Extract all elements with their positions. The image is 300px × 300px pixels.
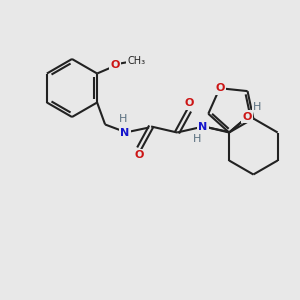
Text: O: O — [134, 151, 144, 160]
Text: N: N — [199, 122, 208, 131]
Text: N: N — [121, 128, 130, 137]
Text: CH₃: CH₃ — [127, 56, 145, 65]
Text: O: O — [242, 112, 252, 122]
Text: H: H — [193, 134, 201, 145]
Text: O: O — [184, 98, 194, 109]
Text: H: H — [119, 115, 127, 124]
Text: O: O — [110, 61, 120, 70]
Text: O: O — [215, 83, 224, 93]
Text: H: H — [253, 101, 261, 112]
